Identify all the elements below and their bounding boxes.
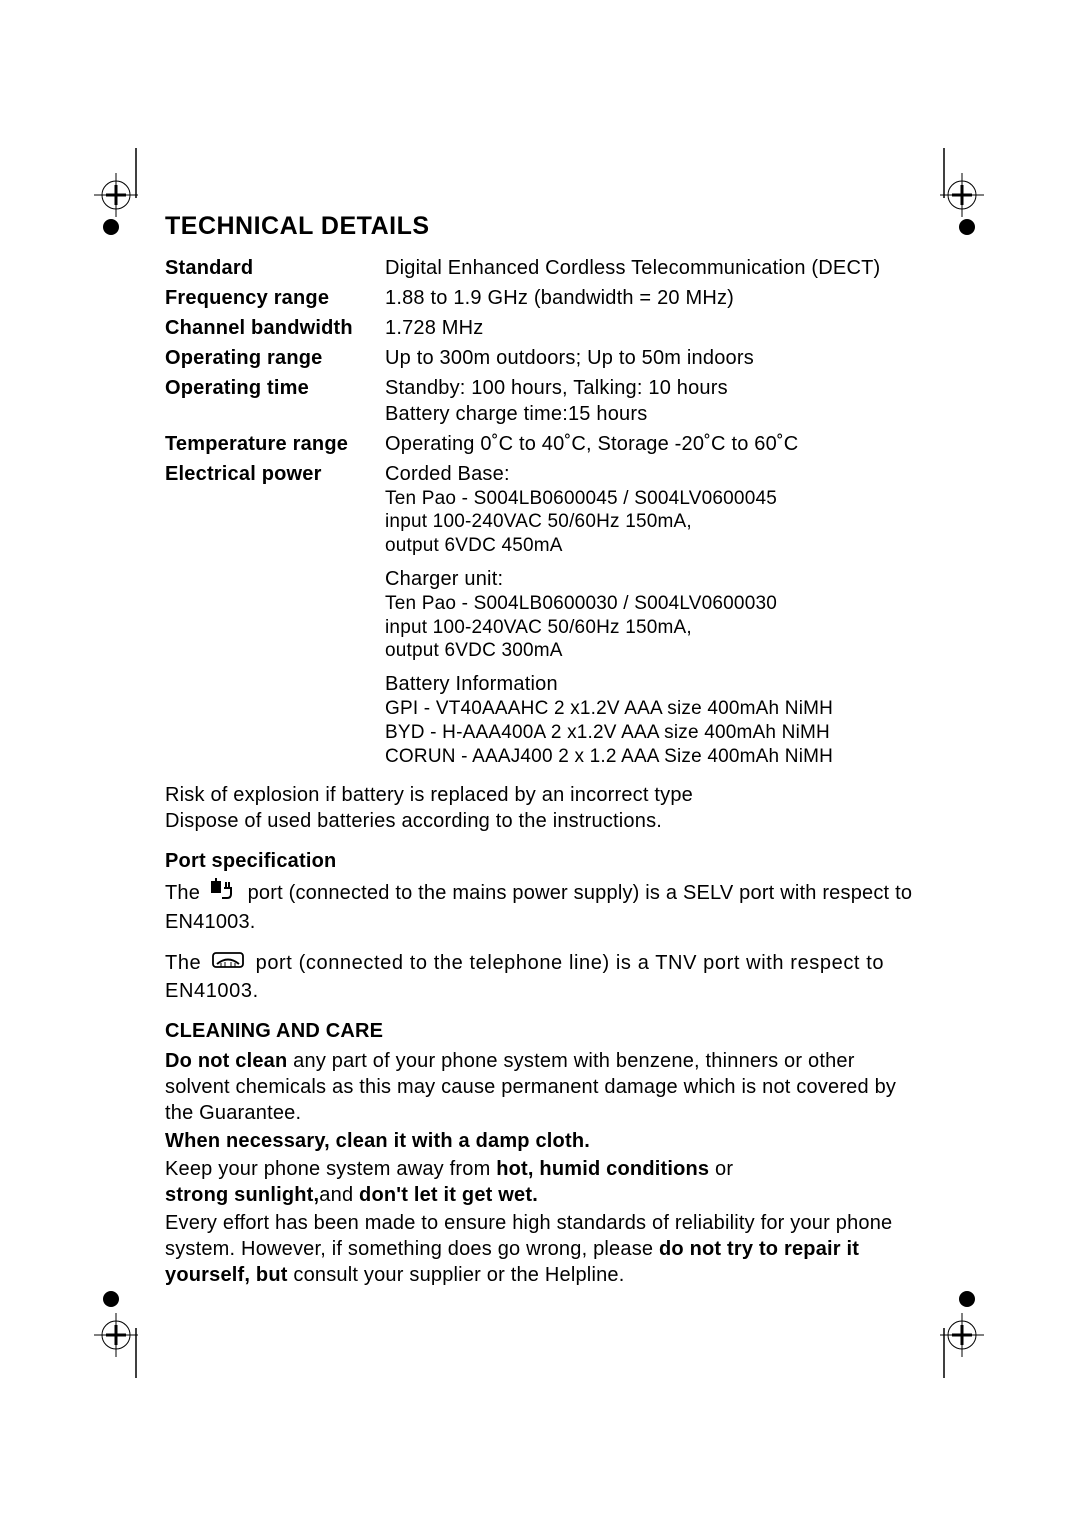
spec-table: Standard Digital Enhanced Cordless Telec…	[165, 253, 925, 777]
spec-label-chbw: Channel bandwidth	[165, 313, 385, 341]
power-plug-icon	[210, 878, 238, 909]
clean3-bold3: don't let it get wet.	[359, 1184, 538, 1206]
power-battery-title: Battery Information	[385, 671, 925, 697]
port-selv-text: The port (connected to the mains power s…	[165, 878, 925, 935]
clean-para-3: Keep your phone system away from hot, hu…	[165, 1156, 925, 1208]
port-tnv-pre: The	[165, 952, 207, 974]
clean3-mid: or	[709, 1158, 733, 1180]
power-corded-title: Corded Base:	[385, 461, 925, 487]
risk-line-2: Dispose of used batteries according to t…	[165, 808, 925, 834]
clean1-bold: Do not clean	[165, 1050, 287, 1072]
spec-value-oprange: Up to 300m outdoors; Up to 50m indoors	[385, 343, 925, 371]
crop-dot-tl	[102, 218, 142, 258]
crop-dot-bl	[102, 1290, 142, 1330]
crop-dot-tr	[958, 218, 998, 258]
spec-label-standard: Standard	[165, 253, 385, 281]
port-selv-post: port (connected to the mains power suppl…	[165, 882, 912, 933]
power-charger-title: Charger unit:	[385, 566, 925, 592]
crop-dot-br	[958, 1290, 998, 1330]
port-spec-heading: Port specification	[165, 848, 925, 874]
crop-mark-tl-bar	[130, 148, 170, 188]
crop-mark-tl	[86, 165, 126, 205]
port-selv-pre: The	[165, 882, 206, 904]
spec-label-temp: Temperature range	[165, 429, 385, 457]
spec-value-temp: Operating 0˚C to 40˚C, Storage -20˚C to …	[385, 429, 925, 457]
crop-mark-bl-bar	[130, 1328, 170, 1368]
risk-line-1: Risk of explosion if battery is replaced…	[165, 782, 925, 808]
clean-para-2: When necessary, clean it with a damp clo…	[165, 1128, 925, 1154]
port-tnv-text: The port (connected to the telephone lin…	[165, 949, 925, 1004]
clean-para-1: Do not clean any part of your phone syst…	[165, 1048, 925, 1126]
cleaning-heading: CLEANING AND CARE	[165, 1018, 925, 1044]
spec-value-chbw: 1.728 MHz	[385, 313, 925, 341]
spec-value-power: Corded Base: Ten Pao - S004LB0600045 / S…	[385, 459, 925, 777]
clean3-bold1: hot, humid conditions	[496, 1158, 709, 1180]
section-heading: TECHNICAL DETAILS	[165, 210, 925, 243]
power-battery-body: GPI - VT40AAAHC 2 x1.2V AAA size 400mAh …	[385, 697, 925, 768]
phone-line-icon	[211, 949, 245, 978]
power-corded-body: Ten Pao - S004LB0600045 / S004LV0600045 …	[385, 487, 925, 558]
clean3-mid2: and	[319, 1184, 359, 1206]
clean3-pre: Keep your phone system away from	[165, 1158, 496, 1180]
spec-value-standard: Digital Enhanced Cordless Telecommunicat…	[385, 253, 925, 281]
spec-value-freq: 1.88 to 1.9 GHz (bandwidth = 20 MHz)	[385, 283, 925, 311]
clean3-bold2: strong sunlight,	[165, 1184, 319, 1206]
port-tnv-post: port (connected to the telephone line) i…	[165, 952, 884, 1002]
page-content: TECHNICAL DETAILS Standard Digital Enhan…	[165, 210, 925, 1288]
crop-mark-br-bar	[920, 1328, 960, 1368]
clean4-post: consult your supplier or the Helpline.	[288, 1264, 625, 1286]
spec-label-freq: Frequency range	[165, 283, 385, 311]
spec-label-oprange: Operating range	[165, 343, 385, 371]
spec-value-optime: Standby: 100 hours, Talking: 10 hours Ba…	[385, 373, 925, 427]
spec-label-optime: Operating time	[165, 373, 385, 427]
clean-para-4: Every effort has been made to ensure hig…	[165, 1210, 925, 1288]
spec-label-power: Electrical power	[165, 459, 385, 777]
power-charger-body: Ten Pao - S004LB0600030 / S004LV0600030 …	[385, 592, 925, 663]
crop-mark-tr-bar	[920, 148, 960, 188]
